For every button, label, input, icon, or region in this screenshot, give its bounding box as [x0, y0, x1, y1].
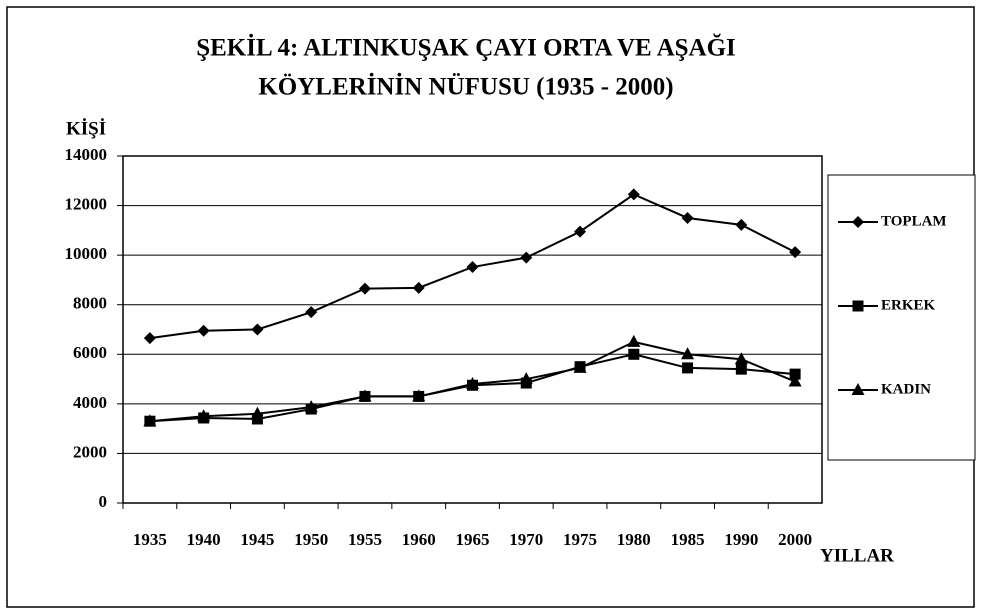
x-tick-label: 1975	[563, 530, 597, 549]
point	[735, 363, 747, 375]
point	[466, 377, 479, 390]
x-tick-label: 1970	[509, 530, 543, 549]
chart-title: KÖYLERİNİN NÜFUSU (1935 - 2000)	[258, 73, 673, 101]
point	[305, 306, 318, 319]
y-tick-label: 6000	[73, 343, 107, 362]
point	[574, 225, 587, 238]
x-tick-label: 1945	[240, 530, 274, 549]
chart-title: ŞEKİL 4: ALTINKUŞAK ÇAYI ORTA VE AŞAĞI	[196, 33, 736, 62]
y-tick-label: 12000	[65, 194, 108, 213]
point	[358, 282, 371, 295]
x-tick-label: 1980	[617, 530, 651, 549]
x-tick-label: 2000	[778, 530, 812, 549]
y-axis-label: KİŞİ	[66, 118, 106, 139]
point	[788, 374, 802, 387]
point	[851, 383, 865, 395]
x-tick-label: 1935	[133, 530, 167, 549]
point	[197, 324, 210, 337]
point	[466, 261, 479, 274]
point	[628, 348, 640, 360]
x-tick-label: 1950	[294, 530, 328, 549]
point	[251, 323, 264, 336]
point	[412, 389, 426, 402]
point	[627, 188, 640, 201]
point	[358, 389, 372, 402]
point	[681, 211, 694, 224]
y-tick-label: 0	[99, 492, 108, 511]
point	[520, 251, 533, 264]
point	[412, 281, 425, 294]
point	[519, 372, 533, 385]
y-tick-label: 10000	[65, 244, 108, 263]
legend-label: ERKEK	[881, 297, 936, 313]
point	[735, 218, 748, 231]
x-axis-label: YILLAR	[820, 545, 894, 566]
y-tick-label: 8000	[73, 294, 107, 313]
y-tick-label: 4000	[73, 393, 107, 412]
x-tick-label: 1990	[724, 530, 758, 549]
point	[143, 332, 156, 345]
x-tick-label: 1940	[187, 530, 221, 549]
point	[734, 352, 748, 365]
point	[789, 368, 801, 380]
x-tick-label: 1960	[402, 530, 436, 549]
point	[681, 347, 695, 360]
point	[627, 334, 641, 347]
point	[573, 360, 587, 373]
x-tick-label: 1985	[671, 530, 705, 549]
x-tick-label: 1955	[348, 530, 382, 549]
point	[143, 414, 157, 427]
point	[250, 406, 264, 419]
point	[197, 409, 211, 422]
point	[852, 300, 864, 312]
y-tick-label: 14000	[65, 145, 108, 164]
point	[852, 216, 864, 228]
point	[304, 400, 318, 413]
legend-label: TOPLAM	[881, 213, 947, 229]
x-tick-label: 1965	[456, 530, 490, 549]
point	[789, 246, 802, 259]
y-tick-label: 2000	[73, 442, 107, 461]
point	[682, 362, 694, 374]
point	[251, 413, 263, 425]
legend-label: KADIN	[881, 381, 931, 397]
